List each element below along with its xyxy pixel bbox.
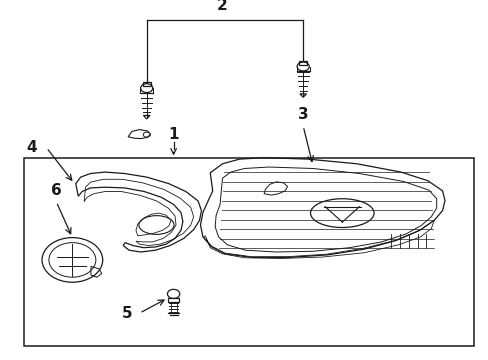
Bar: [298, 61, 307, 65]
Text: 5: 5: [121, 306, 132, 321]
Text: 4: 4: [26, 140, 37, 155]
Text: 1: 1: [168, 127, 179, 142]
Text: 6: 6: [51, 183, 61, 198]
Text: 2: 2: [217, 0, 227, 13]
Bar: [142, 82, 151, 86]
Bar: [24, 158, 473, 346]
Bar: [168, 298, 179, 302]
Text: 3: 3: [297, 107, 308, 122]
